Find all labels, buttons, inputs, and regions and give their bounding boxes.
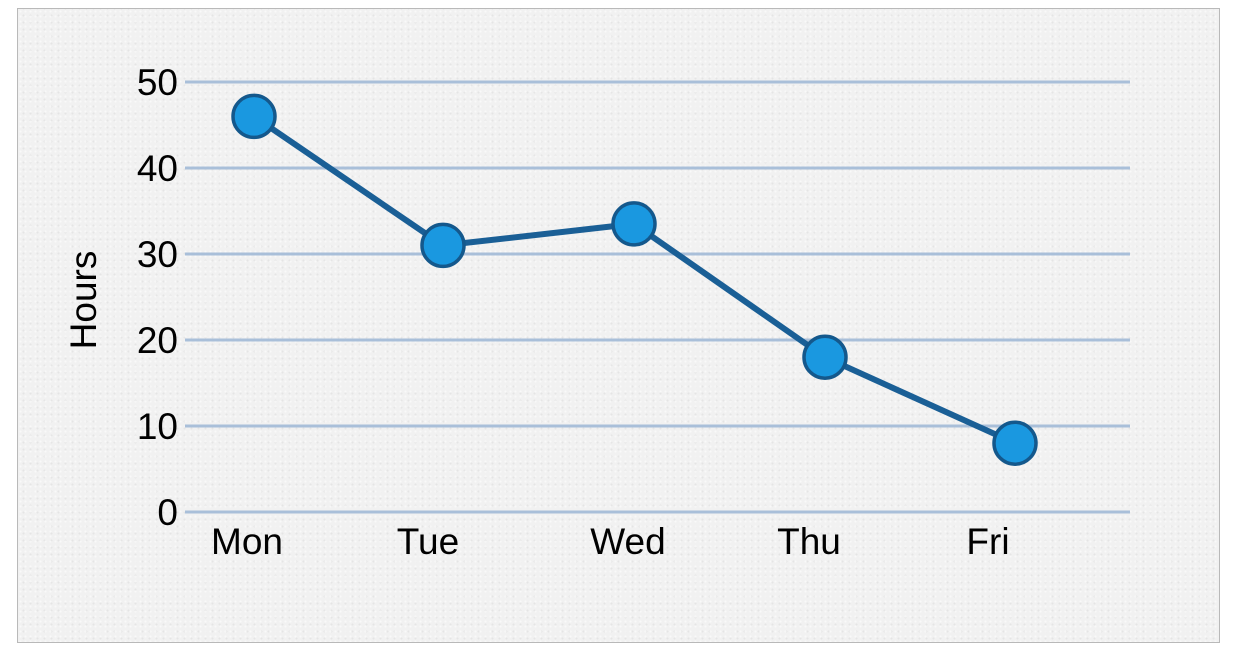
y-tick-label-50: 50 — [137, 62, 178, 103]
x-tick-label-thu: Thu — [777, 521, 841, 562]
x-tick-label-fri: Fri — [966, 521, 1009, 562]
x-tick-label-wed: Wed — [590, 521, 665, 562]
y-tick-labels: 0 10 20 30 40 50 — [137, 62, 178, 533]
chart-frame — [17, 8, 1220, 643]
data-point-wed — [611, 201, 657, 247]
x-tick-label-tue: Tue — [397, 521, 459, 562]
y-tick-label-30: 30 — [137, 234, 178, 275]
data-point-thu — [802, 334, 848, 380]
y-tick-label-0: 0 — [157, 492, 178, 533]
data-point-fri — [992, 420, 1038, 466]
x-tick-labels: Mon Tue Wed Thu Fri — [211, 521, 1010, 562]
y-tick-label-40: 40 — [137, 148, 178, 189]
x-tick-label-mon: Mon — [211, 521, 283, 562]
gridlines — [185, 80, 1130, 514]
y-tick-label-20: 20 — [137, 320, 178, 361]
data-point-tue — [420, 222, 466, 269]
data-point-mon — [231, 93, 277, 140]
series — [231, 93, 1038, 466]
y-axis-title: Hours — [63, 251, 104, 350]
y-tick-label-10: 10 — [137, 406, 178, 447]
series-line — [251, 113, 1018, 447]
